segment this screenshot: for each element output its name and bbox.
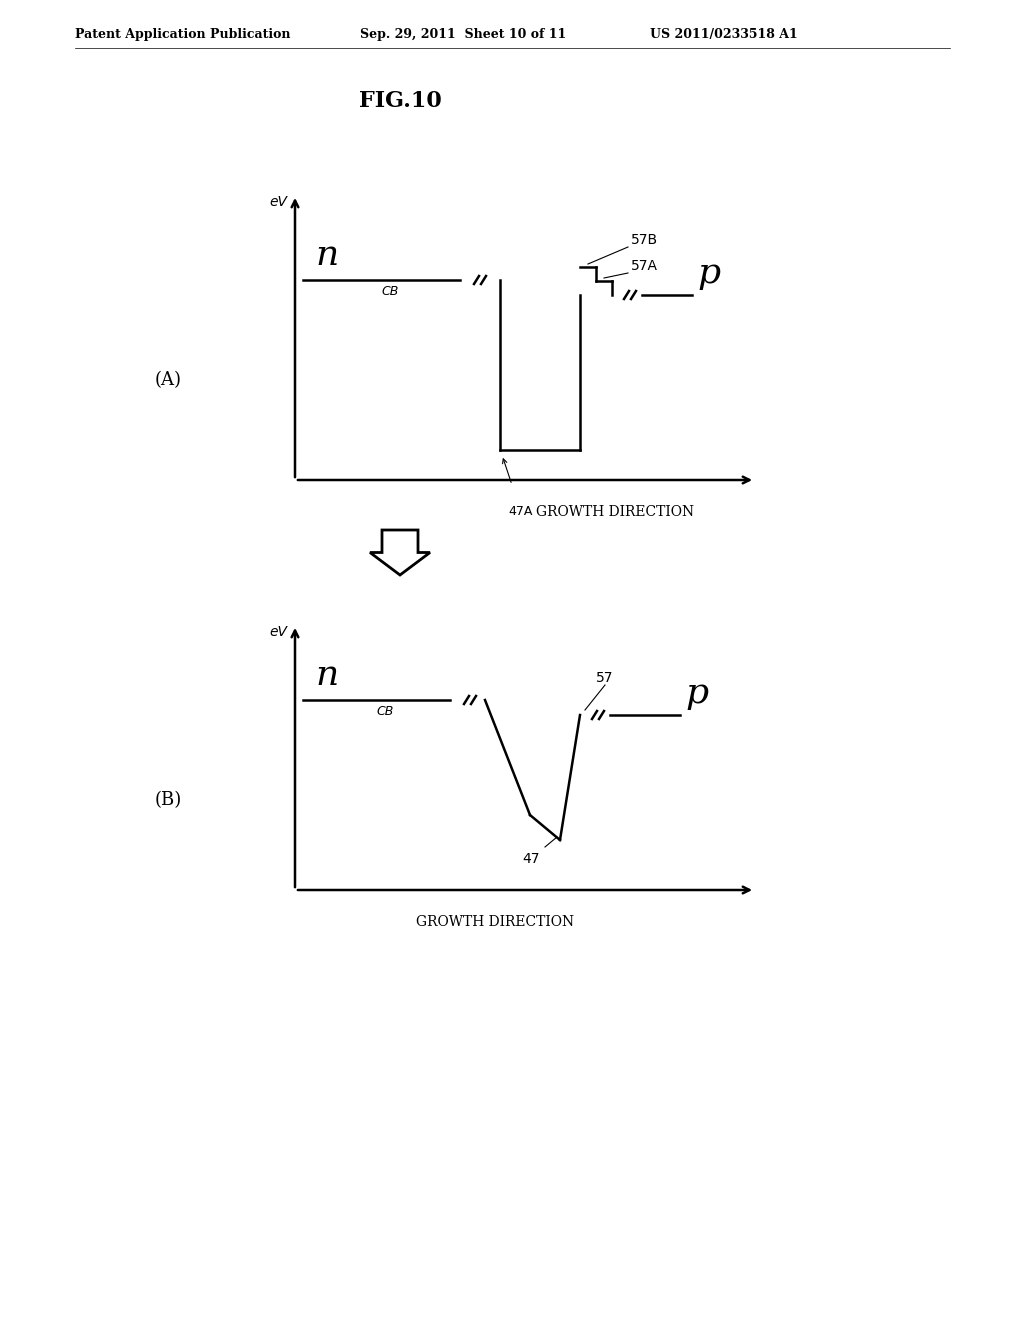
Text: CB: CB	[381, 285, 398, 298]
Text: p: p	[697, 256, 720, 290]
Text: Patent Application Publication: Patent Application Publication	[75, 28, 291, 41]
Text: 47: 47	[522, 851, 540, 866]
Text: n: n	[315, 238, 338, 272]
Text: 47A: 47A	[508, 506, 532, 517]
Text: GROWTH DIRECTION: GROWTH DIRECTION	[416, 915, 574, 929]
Text: 57A: 57A	[631, 259, 658, 273]
Text: eV: eV	[269, 195, 287, 209]
Text: GROWTH DIRECTION: GROWTH DIRECTION	[536, 506, 694, 519]
Text: n: n	[315, 657, 338, 692]
Text: (A): (A)	[155, 371, 182, 389]
Text: eV: eV	[269, 624, 287, 639]
Text: Sep. 29, 2011  Sheet 10 of 11: Sep. 29, 2011 Sheet 10 of 11	[360, 28, 566, 41]
Text: 57: 57	[596, 671, 613, 685]
Polygon shape	[370, 531, 430, 576]
Text: CB: CB	[376, 705, 393, 718]
Text: p: p	[685, 676, 709, 710]
Text: FIG.10: FIG.10	[358, 90, 441, 112]
Text: US 2011/0233518 A1: US 2011/0233518 A1	[650, 28, 798, 41]
Text: 57B: 57B	[631, 234, 658, 247]
Text: (B): (B)	[155, 791, 182, 809]
